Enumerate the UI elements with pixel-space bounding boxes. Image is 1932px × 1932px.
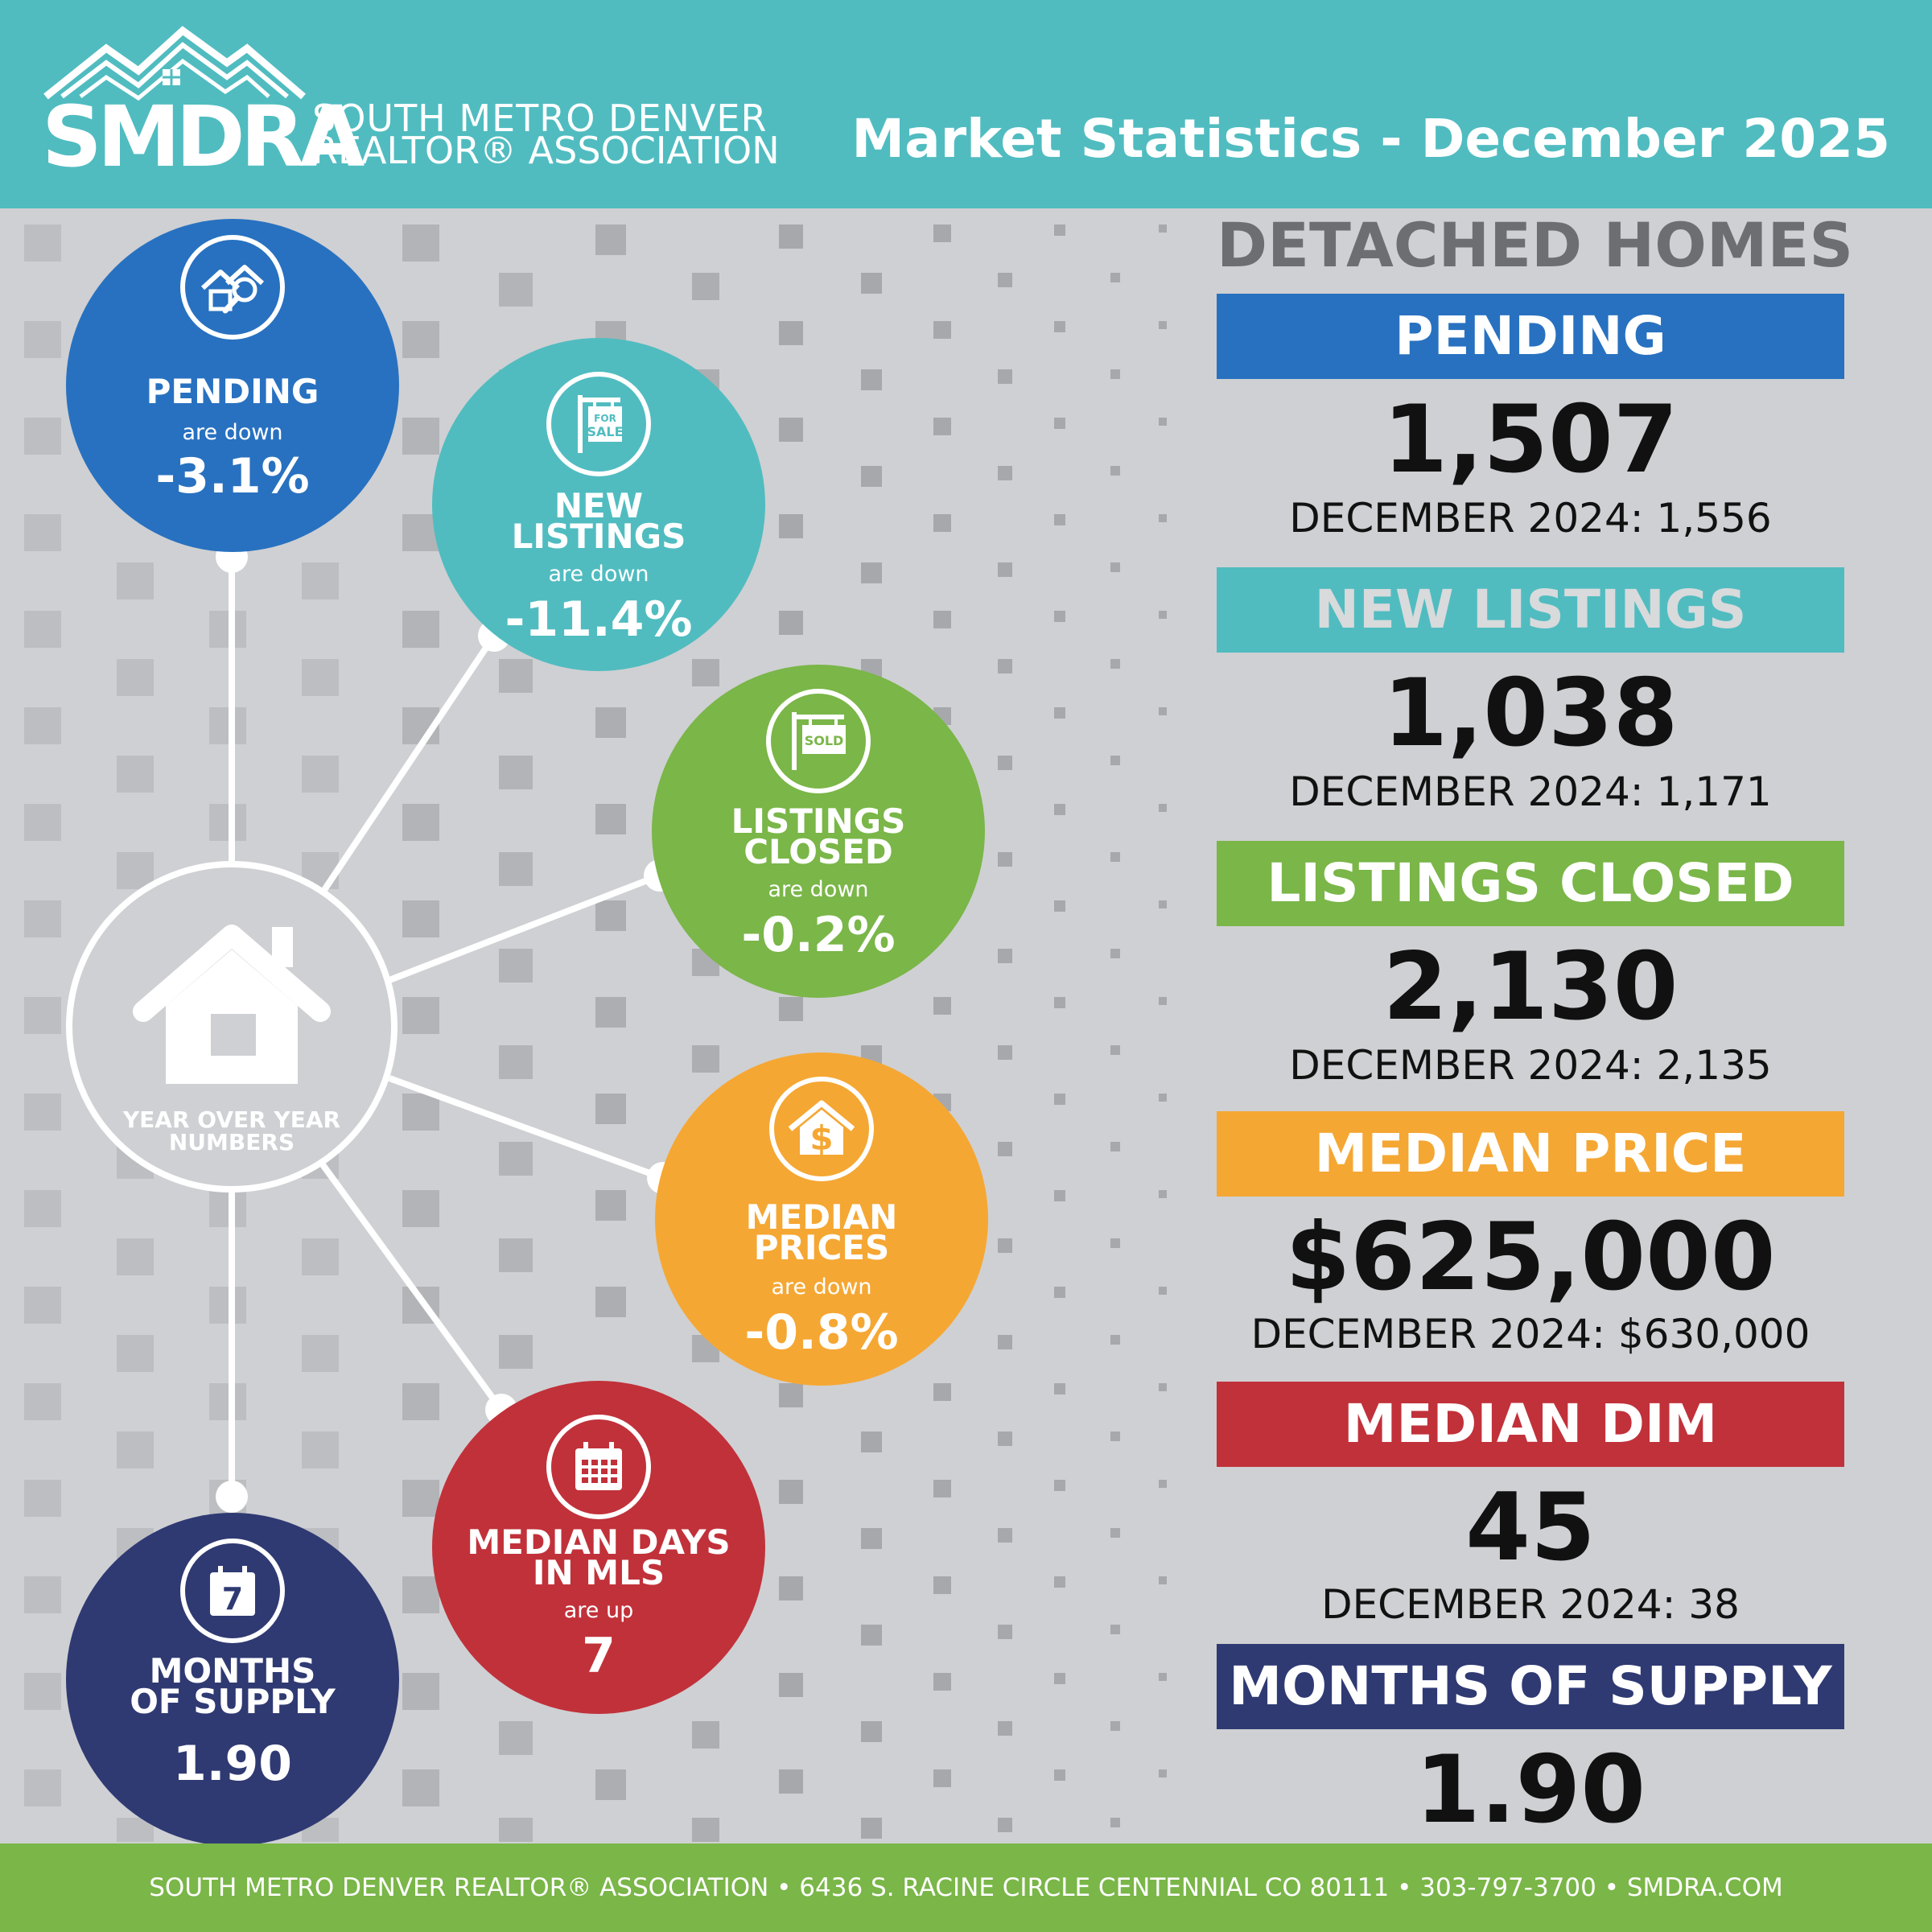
hub-label: YEAR OVER YEAR NUMBERS bbox=[72, 1109, 391, 1154]
median-dim-stat-previous: DECEMBER 2024: 38 bbox=[1321, 1581, 1740, 1628]
pending-direction: are down bbox=[182, 420, 283, 445]
logo-name-line1: SOUTH METRO DENVER bbox=[312, 97, 768, 140]
median-prices-bubble: $ MEDIAN PRICES are down -0.8% bbox=[655, 1053, 988, 1386]
new-listings-label-line2: LISTINGS bbox=[511, 517, 686, 556]
new-listings-direction: are down bbox=[548, 562, 649, 587]
listings-closed-bubble: SOLD LISTINGS CLOSED are down -0.2% bbox=[652, 665, 985, 998]
calendar-grid-icon bbox=[546, 1415, 651, 1519]
median-days-bubble: MEDIAN DAYS IN MLS are up 7 bbox=[432, 1381, 765, 1714]
hub-label-line1: YEAR OVER YEAR bbox=[122, 1106, 341, 1133]
median-price-stat-value: $625,000 bbox=[1285, 1203, 1776, 1312]
detached-homes-title: DETACHED HOMES bbox=[1217, 209, 1854, 281]
header-banner: SMDRA SOUTH METRO DENVER REALTOR® ASSOCI… bbox=[0, 0, 1932, 208]
median-prices-label-line1: MEDIAN bbox=[745, 1197, 898, 1237]
new-listings-stat-value: 1,038 bbox=[1382, 659, 1679, 768]
page-title: Market Statistics - December 2025 bbox=[851, 108, 1890, 170]
new-listings-label-line1: NEW bbox=[554, 486, 644, 525]
median-prices-change: -0.8% bbox=[744, 1304, 899, 1361]
median-prices-label-line2: PRICES bbox=[753, 1228, 890, 1267]
pending-stat-value: 1,507 bbox=[1382, 385, 1679, 494]
median-dim-stat-header: MEDIAN DIM bbox=[1217, 1382, 1844, 1467]
svg-text:$: $ bbox=[809, 1118, 833, 1158]
listings-closed-label-line2: CLOSED bbox=[744, 832, 893, 871]
logo-name-line2: REALTOR® ASSOCIATION bbox=[312, 129, 780, 172]
new-listings-stat-previous: DECEMBER 2024: 1,171 bbox=[1289, 768, 1772, 815]
listings-closed-stat-header: LISTINGS CLOSED bbox=[1217, 841, 1844, 926]
listings-closed-bubble-label: LISTINGS CLOSED bbox=[652, 801, 985, 871]
hub-label-line2: NUMBERS bbox=[168, 1129, 295, 1155]
months-supply-stat-header: MONTHS OF SUPPLY bbox=[1217, 1644, 1844, 1729]
months-supply-bubble-label: MONTHS OF SUPPLY bbox=[66, 1651, 399, 1721]
median-days-label-line2: IN MLS bbox=[532, 1553, 665, 1592]
mountain-logo-icon bbox=[43, 26, 306, 101]
connector-dot-months-supply bbox=[216, 1481, 248, 1513]
months-supply-label-line1: MONTHS bbox=[149, 1651, 316, 1691]
listings-closed-change: -0.2% bbox=[741, 907, 896, 963]
new-listings-change: -11.4% bbox=[505, 591, 693, 648]
months-supply-bubble: 7 MONTHS OF SUPPLY 1.90 bbox=[66, 1513, 399, 1846]
sold-sign-icon: SOLD bbox=[766, 689, 871, 793]
svg-text:FOR: FOR bbox=[594, 413, 616, 424]
median-days-bubble-label: MEDIAN DAYS IN MLS bbox=[432, 1522, 765, 1592]
pending-change: -3.1% bbox=[155, 448, 310, 505]
house-dollar-icon: $ bbox=[769, 1077, 874, 1181]
svg-text:7: 7 bbox=[222, 1581, 243, 1617]
new-listings-bubble-label: NEW LISTINGS bbox=[432, 486, 765, 556]
house-icon bbox=[133, 925, 331, 1084]
svg-text:SOLD: SOLD bbox=[805, 733, 844, 748]
house-search-icon bbox=[180, 235, 285, 340]
logo-abbreviation: SMDRA bbox=[42, 88, 365, 186]
months-supply-value: 1.90 bbox=[172, 1736, 293, 1792]
connector-lines bbox=[229, 557, 665, 1497]
months-supply-label-line2: OF SUPPLY bbox=[130, 1682, 336, 1721]
calendar-7-icon: 7 bbox=[180, 1539, 285, 1643]
median-dim-stat-value: 45 bbox=[1465, 1473, 1596, 1582]
median-prices-direction: are down bbox=[771, 1275, 872, 1300]
median-price-stat-previous: DECEMBER 2024: $630,000 bbox=[1250, 1311, 1810, 1357]
pending-stat-header: PENDING bbox=[1217, 294, 1844, 379]
pending-bubble-label: PENDING bbox=[66, 372, 399, 411]
listings-closed-stat-value: 2,130 bbox=[1382, 933, 1679, 1041]
median-prices-bubble-label: MEDIAN PRICES bbox=[655, 1197, 988, 1267]
pending-label-line1: PENDING bbox=[146, 372, 319, 411]
months-supply-stat-value: 1.90 bbox=[1415, 1736, 1646, 1844]
median-days-change: 7 bbox=[582, 1628, 616, 1684]
for-sale-sign-icon: FOR SALE bbox=[546, 372, 651, 476]
pending-stat-previous: DECEMBER 2024: 1,556 bbox=[1289, 495, 1772, 542]
year-over-year-hub: YEAR OVER YEAR NUMBERS bbox=[66, 861, 398, 1193]
svg-text:SALE: SALE bbox=[587, 424, 623, 439]
median-days-label-line1: MEDIAN DAYS bbox=[467, 1522, 731, 1562]
median-days-direction: are up bbox=[563, 1598, 634, 1623]
footer-contact: SOUTH METRO DENVER REALTOR® ASSOCIATION … bbox=[0, 1843, 1932, 1932]
new-listings-stat-header: NEW LISTINGS bbox=[1217, 567, 1844, 653]
median-price-stat-header: MEDIAN PRICE bbox=[1217, 1111, 1844, 1197]
listings-closed-stat-previous: DECEMBER 2024: 2,135 bbox=[1289, 1042, 1772, 1089]
listings-closed-label-line1: LISTINGS bbox=[731, 801, 906, 841]
pending-bubble: PENDING are down -3.1% bbox=[66, 219, 399, 552]
new-listings-bubble: FOR SALE NEW LISTINGS are down -11.4% bbox=[432, 338, 765, 671]
listings-closed-direction: are down bbox=[768, 877, 869, 902]
